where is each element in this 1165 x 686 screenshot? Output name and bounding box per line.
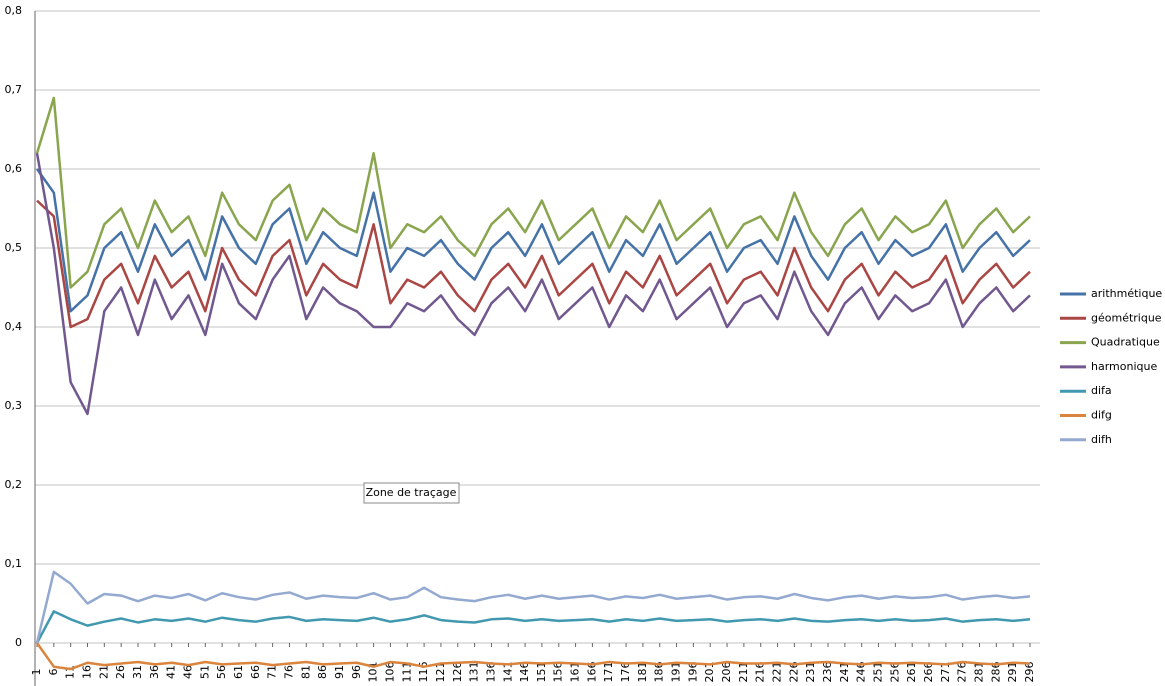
y-tick-label: 0,8 — [5, 4, 23, 17]
x-tick-label: 16 — [80, 665, 93, 679]
x-tick-label: 46 — [181, 665, 194, 679]
x-tick-label: 76 — [282, 665, 295, 679]
x-tick-label: 71 — [266, 665, 279, 679]
x-tick-label: 276 — [956, 662, 969, 683]
legend-label: difa — [1091, 384, 1112, 397]
x-tick-label: 146 — [518, 662, 531, 683]
x-tick-label: 236 — [821, 662, 834, 683]
legend-label: arithmétique — [1091, 287, 1162, 300]
x-tick-label: 1 — [30, 669, 43, 676]
x-tick-label: 6 — [47, 669, 60, 676]
x-tick-label: 286 — [989, 662, 1002, 683]
x-tick-label: 251 — [872, 662, 885, 683]
y-tick-label: 0,4 — [5, 320, 23, 333]
tooltip-text: Zone de traçage — [366, 486, 457, 499]
y-tick-label: 0,6 — [5, 162, 23, 175]
x-tick-label: 31 — [131, 665, 144, 679]
x-tick-label: 261 — [905, 662, 918, 683]
x-tick-label: 246 — [855, 662, 868, 683]
x-tick-label: 161 — [569, 662, 582, 683]
x-tick-label: 211 — [737, 662, 750, 683]
x-tick-label: 206 — [720, 662, 733, 683]
y-tick-label: 0,7 — [5, 83, 23, 96]
x-tick-label: 181 — [636, 662, 649, 683]
x-tick-label: 216 — [754, 662, 767, 683]
x-tick-label: 21 — [97, 665, 110, 679]
x-tick-label: 221 — [771, 662, 784, 683]
series-line — [35, 152, 1031, 416]
x-tick-label: 156 — [552, 662, 565, 683]
x-tick-label: 36 — [148, 665, 161, 679]
x-tick-label: 151 — [535, 662, 548, 683]
x-tick-label: 91 — [333, 665, 346, 679]
x-tick-label: 111 — [400, 662, 413, 683]
x-tick-label: 201 — [703, 662, 716, 683]
x-tick-label: 256 — [888, 662, 901, 683]
x-tick-label: 266 — [922, 662, 935, 683]
x-tick-label: 291 — [1006, 661, 1019, 682]
x-tick-label: 96 — [350, 665, 363, 679]
x-tick-label: 121 — [434, 662, 447, 683]
series-line — [35, 96, 1031, 289]
x-tick-label: 66 — [249, 665, 262, 679]
x-tick-label: 231 — [804, 662, 817, 683]
legend-label: difh — [1091, 433, 1112, 446]
y-tick-label: 0,1 — [5, 557, 23, 570]
tooltip-box — [363, 482, 460, 504]
y-tick-label: 0 — [15, 636, 22, 649]
x-tick-label: 271 — [939, 662, 952, 683]
legend-label: harmonique — [1091, 360, 1157, 373]
x-tick-label: 241 — [838, 662, 851, 683]
x-tick-label: 296 — [1023, 662, 1036, 683]
x-tick-label: 166 — [585, 662, 598, 683]
x-tick-label: 171 — [602, 662, 615, 683]
tooltip: Zone de traçage — [363, 482, 460, 504]
x-tick-label: 41 — [165, 665, 178, 679]
y-tick-label: 0,3 — [5, 399, 23, 412]
x-tick-label: 131 — [468, 662, 481, 683]
x-tick-label: 141 — [501, 662, 514, 683]
x-tick-label: 106 — [383, 662, 396, 683]
x-tick-label: 186 — [653, 662, 666, 683]
y-tick-label: 0,2 — [5, 478, 23, 491]
legend-label: géométrique — [1091, 311, 1162, 324]
series-line — [35, 168, 1031, 313]
x-tick-label: 86 — [316, 665, 329, 679]
legend-label: Quadratique — [1091, 336, 1160, 349]
series-line — [35, 610, 1031, 644]
x-tick-label: 226 — [787, 662, 800, 683]
series-line — [36, 199, 1031, 329]
x-tick-label: 191 — [670, 662, 683, 683]
x-tick-label: 56 — [215, 665, 228, 679]
series-line — [35, 642, 1031, 671]
y-tick-label: 0,5 — [5, 241, 23, 254]
x-tick-label: 281 — [973, 662, 986, 683]
x-tick-label: 61 — [232, 665, 245, 679]
x-tick-label: 51 — [198, 665, 211, 679]
x-tick-label: 126 — [451, 662, 464, 683]
legend-label: difg — [1091, 409, 1112, 422]
x-tick-label: 26 — [114, 665, 127, 679]
x-tick-label: 196 — [686, 662, 699, 683]
x-tick-label: 81 — [299, 665, 312, 679]
series-line — [35, 570, 1031, 644]
x-tick-label: 136 — [484, 662, 497, 683]
x-tick-label: 176 — [619, 662, 632, 683]
